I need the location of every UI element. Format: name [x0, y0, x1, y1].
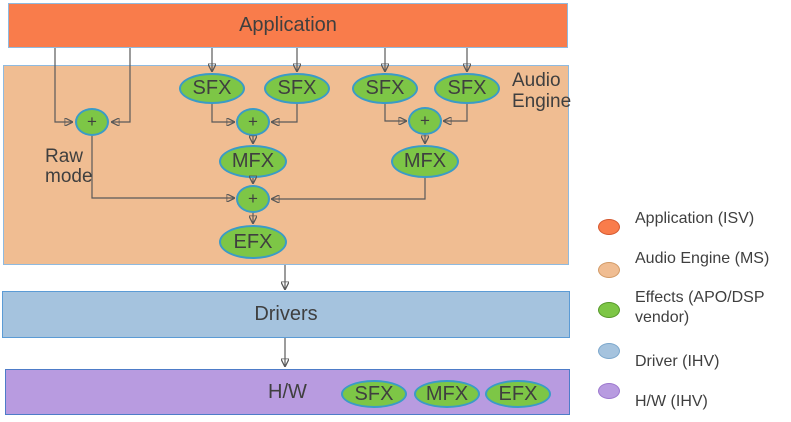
application-layer-bar: Application: [8, 3, 568, 48]
hw-sfx-node: SFX: [341, 380, 407, 408]
raw-mode-label: Raw mode: [45, 146, 93, 187]
legend-label-hw: H/W (IHV): [635, 393, 708, 410]
sfx-node-3: SFX: [352, 73, 418, 104]
mfx-node-2: MFX: [391, 145, 459, 178]
legend-swatch-application: [598, 219, 620, 235]
drivers-layer-bar: Drivers: [2, 291, 570, 338]
legend-label-application: Application (ISV): [635, 210, 755, 227]
application-layer-label: Application: [239, 14, 337, 36]
legend-label-driver: Driver (IHV): [635, 353, 720, 370]
sum-node-left: +: [236, 108, 270, 136]
mfx-node-1: MFX: [219, 145, 287, 178]
drivers-layer-label: Drivers: [254, 303, 318, 325]
hw-mfx-node: MFX: [414, 380, 480, 408]
legend-swatch-audio-engine: [598, 262, 620, 278]
sfx-node-4: SFX: [434, 73, 500, 104]
hw-efx-node: EFX: [485, 380, 551, 408]
efx-node: EFX: [219, 225, 287, 259]
sfx-node-2: SFX: [264, 73, 330, 104]
sum-node-master: +: [236, 185, 270, 213]
legend-swatch-effects: [598, 302, 620, 318]
legend-label-effects: Effects (APO/DSP vendor): [635, 289, 765, 326]
audio-engine-label: Audio Engine: [512, 70, 572, 112]
sum-node-right: +: [408, 107, 442, 135]
sum-node-raw: +: [75, 108, 109, 136]
hardware-layer-label: H/W: [268, 380, 307, 403]
sfx-node-1: SFX: [179, 73, 245, 104]
legend-label-audio-engine: Audio Engine (MS): [635, 250, 770, 267]
legend-swatch-driver: [598, 343, 620, 359]
legend-swatch-hw: [598, 383, 620, 399]
